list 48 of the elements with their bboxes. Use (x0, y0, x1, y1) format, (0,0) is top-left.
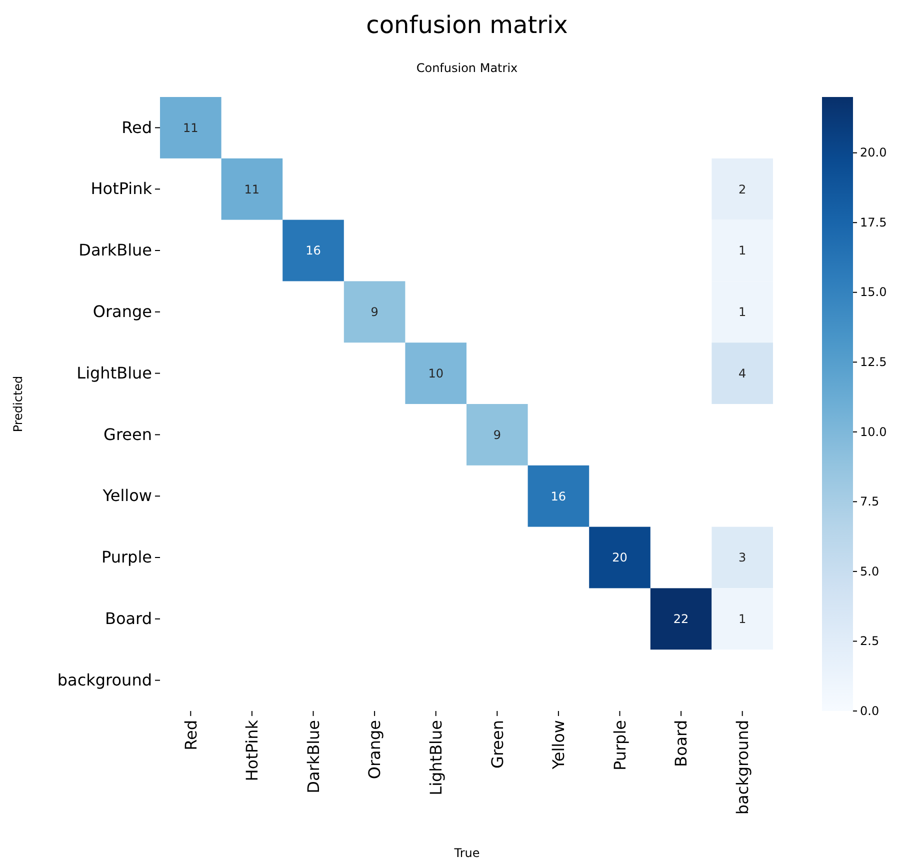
x-tick-label: DarkBlue (304, 720, 323, 794)
data-label: 11 (183, 120, 198, 135)
data-label: 10 (428, 366, 444, 380)
x-tick-label: Orange (365, 720, 384, 780)
x-tick-label: Board (672, 720, 691, 768)
data-label: 11 (244, 182, 260, 196)
x-tick-label: Purple (610, 720, 630, 771)
x-tick-label: Green (488, 720, 507, 768)
y-tick-label: LightBlue (76, 363, 152, 382)
data-label: 4 (738, 366, 746, 380)
y-tick-label: Purple (101, 548, 152, 567)
data-label: 20 (612, 550, 628, 565)
y-tick-label: Board (104, 609, 152, 628)
data-label: 22 (673, 612, 689, 626)
color-bar-label: 20.0 (860, 146, 887, 160)
data-label: 9 (493, 428, 501, 442)
x-tick-label: HotPink (242, 719, 262, 782)
x-tick-label: Red (181, 720, 200, 750)
x-tick-label: Yellow (549, 720, 568, 770)
color-bar-label: 12.5 (860, 354, 887, 369)
chart-subtitle: Confusion Matrix (416, 61, 518, 75)
chart-title: confusion matrix (366, 11, 568, 39)
y-tick-label: Green (104, 424, 152, 444)
data-label: 16 (306, 244, 321, 258)
color-bar-label: 7.5 (860, 494, 880, 509)
data-label: 1 (738, 612, 746, 626)
y-tick-label: DarkBlue (78, 240, 152, 260)
x-axis-title: True (453, 846, 480, 860)
color-bar-label: 17.5 (860, 215, 887, 230)
color-bar-label: 10.0 (860, 424, 887, 439)
color-bar-label: 15.0 (860, 285, 887, 300)
data-label: 16 (550, 489, 566, 504)
x-tick-label: LightBlue (426, 720, 446, 796)
data-label: 9 (370, 305, 378, 320)
x-tick-label: background (732, 720, 752, 815)
color-bar-label: 0.0 (860, 704, 880, 718)
y-axis-title: Predicted (11, 376, 25, 432)
y-tick-label: HotPink (90, 179, 153, 198)
y-tick-label: Orange (92, 302, 152, 322)
y-tick-label: background (57, 670, 152, 690)
y-tick-label: Red (122, 118, 152, 137)
data-label: 1 (738, 305, 746, 320)
color-bar-label: 5.0 (860, 564, 880, 578)
color-bar-label: 2.5 (860, 634, 880, 648)
data-label: 1 (738, 244, 746, 258)
data-label: 2 (738, 182, 746, 196)
data-label: 3 (738, 550, 746, 565)
y-tick-label: Yellow (102, 486, 152, 506)
